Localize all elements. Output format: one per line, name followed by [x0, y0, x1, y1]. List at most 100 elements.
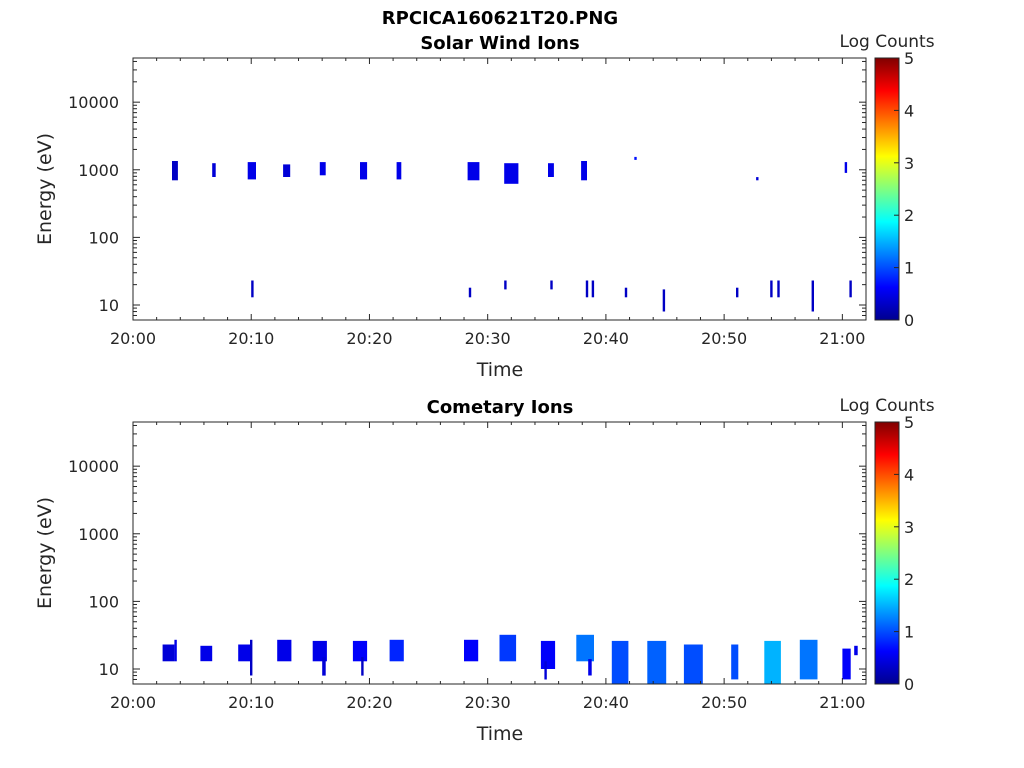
- spectrogram-cell: [811, 280, 814, 312]
- spectrogram-cell: [647, 640, 667, 684]
- spectrogram-cell: [588, 659, 592, 676]
- colorbar-label: Log Counts: [839, 32, 934, 52]
- colorbar-tick-label: 3: [904, 518, 914, 537]
- spectrogram-cell: [238, 644, 250, 662]
- y-axis-label: Energy (eV): [34, 133, 56, 245]
- axes: 20:00 20:10 20:20 20:30 20:40 20:50 21:00 10 100…: [68, 58, 867, 348]
- y-tick-label: 10000: [68, 457, 119, 476]
- spectrogram-cell: [162, 644, 175, 662]
- x-axis-label: Time: [476, 723, 524, 745]
- panel-cometary: Cometary Ions 20:00 20:10 20:20 20:30 20:40 2…: [34, 396, 935, 745]
- colorbar: [874, 421, 900, 685]
- x-tick-label: 21:00: [819, 693, 865, 712]
- spectrogram-data: [172, 156, 852, 312]
- x-tick-label: 20:40: [583, 329, 629, 348]
- axes: 20:00 20:10 20:20 20:30 20:40 20:50 21:00 10 100…: [68, 422, 867, 712]
- spectrogram-cell: [251, 280, 254, 298]
- colorbar-tick-label: 4: [904, 465, 914, 484]
- colorbar-tick-label: 5: [904, 413, 914, 432]
- y-tick-label: 1000: [78, 161, 119, 180]
- colorbar-tick-label: 1: [904, 623, 914, 642]
- spectrogram-cell: [250, 639, 253, 676]
- spectrogram-cell: [854, 645, 858, 656]
- spectrogram-cell: [361, 657, 364, 676]
- colorbar-ticks: 0 1 2 3 4 5: [894, 49, 914, 330]
- spectrogram-cell: [799, 639, 818, 680]
- panel-title: Cometary Ions: [427, 397, 574, 418]
- colorbar-label: Log Counts: [839, 396, 934, 416]
- colorbar-tick-label: 2: [904, 206, 914, 225]
- x-tick-label: 20:00: [110, 693, 156, 712]
- x-tick-label: 20:10: [228, 329, 274, 348]
- spectrogram-cell: [611, 640, 629, 684]
- plot-frame: [132, 421, 867, 685]
- x-tick-label: 20:20: [346, 329, 392, 348]
- colorbar-ticks: 0 1 2 3 4 5: [894, 413, 914, 694]
- spectrogram-cell: [591, 280, 595, 298]
- x-axis-label: Time: [476, 359, 524, 381]
- spectrogram-cell: [172, 161, 178, 181]
- colorbar-tick-label: 3: [904, 154, 914, 173]
- spectrogram-cell: [319, 162, 326, 176]
- spectrogram-cell: [624, 287, 628, 298]
- spectrogram-cell: [464, 639, 479, 662]
- colorbar: [874, 57, 900, 321]
- spectrogram-cell: [842, 648, 851, 680]
- colorbar-tick-label: 4: [904, 101, 914, 120]
- spectrogram-cell: [212, 163, 216, 177]
- colorbar-tick-label: 0: [904, 311, 914, 330]
- y-tick-label: 10: [99, 296, 119, 315]
- y-tick-label: 100: [88, 592, 119, 611]
- y-tick-label: 10: [99, 660, 119, 679]
- colorbar-tick-label: 0: [904, 675, 914, 694]
- spectrogram-cell: [756, 177, 759, 181]
- spectrogram-cell: [352, 640, 368, 662]
- plot-area: [133, 58, 866, 320]
- spectrogram-cell: [731, 644, 739, 680]
- x-tick-label: 20:30: [465, 329, 511, 348]
- x-tick-label: 20:50: [701, 329, 747, 348]
- spectrogram-cell: [770, 280, 773, 298]
- spectrogram-cell: [736, 287, 739, 298]
- spectrogram-cell: [174, 639, 177, 662]
- colorbar-tick-label: 2: [904, 570, 914, 589]
- panel-solar-wind: Solar Wind Ions 20:00 20:10 20:20 20:30 20:4…: [34, 32, 935, 381]
- spectrogram-cell: [499, 634, 517, 662]
- x-tick-label: 20:50: [701, 693, 747, 712]
- spectrogram-cell: [389, 639, 404, 662]
- spectrogram-cell: [764, 640, 781, 684]
- figure-title: RPCICA160621T20.PNG: [382, 8, 618, 29]
- x-tick-label: 20:40: [583, 693, 629, 712]
- y-tick-label: 1000: [78, 525, 119, 544]
- x-tick-label: 20:00: [110, 329, 156, 348]
- spectrogram-cell: [548, 163, 554, 177]
- spectrogram-cell: [504, 280, 507, 290]
- colorbar-tick-label: 1: [904, 259, 914, 278]
- panel-title: Solar Wind Ions: [420, 33, 579, 54]
- spectrogram-cell: [683, 644, 703, 684]
- spectrogram-cell: [634, 156, 637, 160]
- y-tick-label: 10000: [68, 93, 119, 112]
- colorbar-tick-label: 5: [904, 49, 914, 68]
- spectrogram-cell: [576, 634, 594, 662]
- spectrogram-cell: [544, 661, 547, 680]
- spectrogram-cell: [312, 640, 327, 662]
- spectrogram-cell: [283, 164, 291, 177]
- x-tick-label: 21:00: [819, 329, 865, 348]
- spectrogram-cell: [777, 280, 780, 298]
- spectrogram-cell: [247, 162, 256, 180]
- spectrogram-cell: [504, 163, 519, 184]
- spectrogram-cell: [849, 280, 852, 298]
- spectrogram-cell: [322, 657, 326, 676]
- spectrogram-data: [162, 634, 858, 684]
- spectrogram-cell: [396, 162, 402, 180]
- spectrogram-cell: [540, 640, 556, 669]
- spectrogram-cell: [468, 287, 472, 298]
- x-tick-label: 20:20: [346, 693, 392, 712]
- spectrogram-cell: [585, 280, 589, 298]
- y-tick-label: 100: [88, 228, 119, 247]
- spectrogram-cell: [277, 639, 292, 662]
- spectrogram-cell: [550, 280, 553, 290]
- spectrogram-cell: [200, 645, 213, 662]
